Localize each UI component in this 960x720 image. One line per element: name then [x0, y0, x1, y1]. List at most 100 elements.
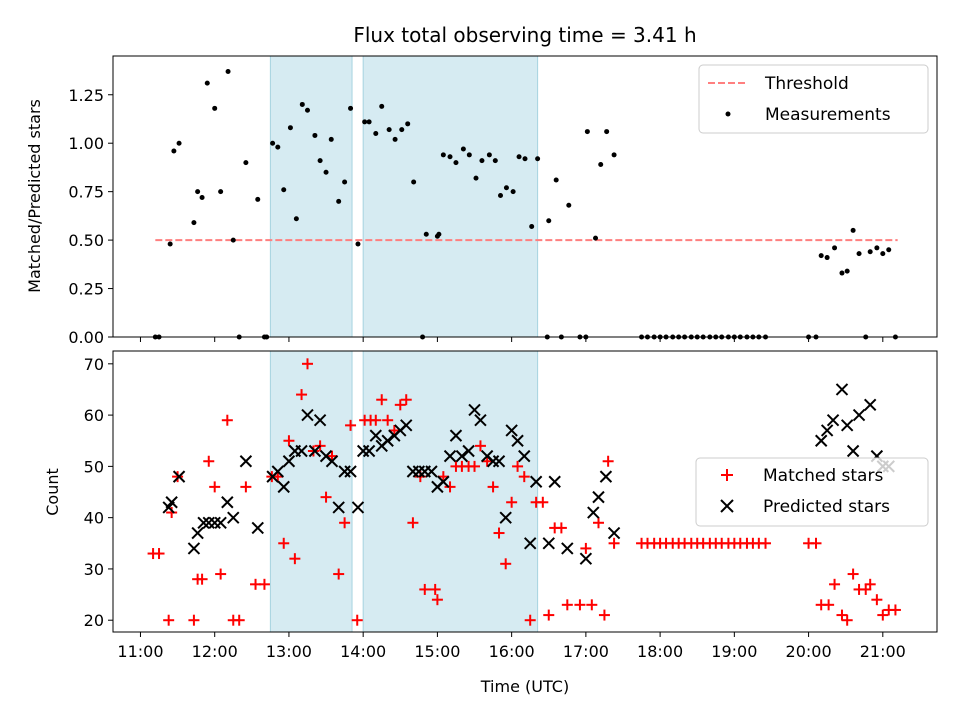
matched-star-point	[493, 527, 505, 539]
predicted-star-point	[523, 537, 537, 550]
matched-star-point	[196, 573, 208, 585]
predicted-star-point	[548, 475, 561, 488]
measurement-point	[867, 249, 873, 255]
measurement-point	[486, 152, 492, 158]
measurement-point	[225, 69, 231, 75]
predicted-star-point	[400, 419, 413, 432]
predicted-star-point	[511, 434, 524, 447]
measurement-point	[880, 251, 886, 257]
measurement-point	[167, 241, 173, 247]
matched-star-point	[608, 537, 620, 549]
matched-star-point	[351, 614, 363, 626]
matched-star-point	[339, 517, 351, 529]
predicted-star-point	[214, 516, 227, 529]
predicted-star-point	[172, 470, 186, 483]
measurement-point	[243, 160, 249, 166]
top-shaded-interval	[362, 55, 539, 338]
measurement-point	[832, 245, 838, 251]
predicted-star-point	[443, 449, 457, 463]
matched-star-point	[407, 517, 419, 529]
bottom-legend-box	[695, 457, 929, 527]
predicted-star-point	[587, 506, 600, 519]
predicted-star-point	[313, 414, 327, 427]
measurement-point	[299, 101, 305, 107]
measurement-point	[281, 187, 287, 193]
measurement-point	[270, 140, 276, 146]
bottom-y-tick-label: 30	[84, 560, 104, 579]
measurement-point	[593, 235, 599, 241]
matched-star-point	[320, 491, 332, 503]
matched-star-point	[388, 424, 400, 436]
bottom-legend: Matched stars Predicted stars	[695, 457, 929, 527]
matched-star-point	[153, 548, 165, 560]
predicted-star-point	[308, 444, 322, 458]
measurement-point	[399, 127, 405, 133]
matched-star-point	[487, 481, 499, 493]
measurement-point	[479, 158, 485, 164]
figure-title: Flux total observing time = 3.41 h	[353, 23, 696, 47]
bottom-x-tick-label: 17:00	[563, 642, 609, 661]
predicted-star-point	[455, 449, 469, 463]
top-y-tick-label: 0.00	[68, 328, 104, 347]
matched-star-point	[345, 419, 357, 431]
legend-measurements-label: Measurements	[765, 105, 891, 125]
measurement-point	[824, 255, 830, 261]
matched-star-point	[289, 553, 301, 565]
measurement-point	[355, 241, 361, 247]
bottom-x-tick-label: 16:00	[489, 642, 535, 661]
bottom-y-ticks: 20 30 40 50 60 70	[84, 355, 113, 630]
measurement-point	[503, 185, 509, 191]
bottom-shaded-intervals	[269, 350, 539, 633]
matched-star-point	[537, 496, 549, 508]
measurement-point	[553, 177, 559, 183]
matched-star-point	[240, 481, 252, 493]
measurement-point	[171, 148, 177, 154]
matched-star-point	[518, 471, 530, 483]
measurement-point	[453, 160, 459, 166]
predicted-star-point	[499, 511, 512, 524]
matched-star-point	[233, 614, 245, 626]
matched-star-point	[419, 583, 431, 595]
matched-star-point	[258, 578, 270, 590]
measurement-point	[386, 127, 392, 133]
matched-star-point	[871, 594, 883, 606]
predicted-star-point	[325, 455, 339, 468]
measurement-point	[604, 129, 610, 135]
bottom-x-tick-label: 13:00	[266, 642, 312, 661]
measurement-point	[510, 189, 516, 195]
bottom-y-tick-label: 40	[84, 509, 104, 528]
predicted-star-point	[282, 455, 296, 468]
bottom-x-tick-label: 19:00	[711, 642, 757, 661]
predicted-star-point	[351, 501, 365, 514]
matched-star-point	[500, 558, 512, 570]
bottom-count-points	[147, 358, 901, 626]
matched-star-point	[272, 471, 284, 483]
measurement-point	[411, 179, 417, 185]
bottom-x-tick-label: 15:00	[414, 642, 460, 661]
matched-star-point	[469, 460, 481, 472]
predicted-star-point	[474, 414, 487, 427]
predicted-star-point	[437, 475, 450, 488]
matched-star-point	[326, 450, 338, 462]
top-y-tick-label: 0.25	[68, 280, 104, 299]
predicted-star-point	[191, 526, 204, 540]
matched-star-point	[474, 440, 486, 452]
predicted-star-point	[425, 465, 438, 478]
measurement-point	[856, 251, 862, 257]
bottom-shaded-interval	[269, 350, 353, 633]
bottom-x-tick-label: 14:00	[340, 642, 386, 661]
measurement-point	[498, 193, 504, 199]
measurement-point	[348, 105, 354, 111]
matched-star-point	[847, 568, 859, 580]
top-y-tick-label: 1.25	[68, 86, 104, 105]
measurement-point	[199, 194, 205, 200]
measurement-point	[312, 132, 318, 138]
measurement-point	[366, 119, 372, 125]
predicted-star-point	[227, 511, 240, 524]
measurement-point	[191, 220, 197, 226]
measurement-point	[423, 231, 429, 237]
measurement-point	[818, 253, 824, 259]
matched-star-point	[602, 455, 614, 467]
matched-star-point	[163, 614, 175, 626]
